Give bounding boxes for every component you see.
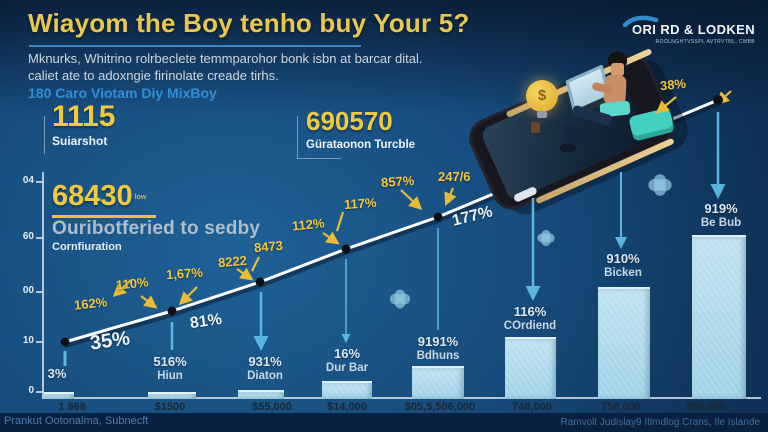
x-axis-label: 748,000	[512, 401, 552, 413]
coffee-cup-icon	[531, 122, 540, 133]
chart-annotation: 110%	[115, 274, 150, 293]
chart-annotation: 857%	[380, 172, 415, 191]
cushion-icon	[628, 107, 674, 137]
chart-annotation: 8222	[217, 252, 248, 271]
phone-illustration: $	[462, 48, 685, 216]
marker-value: 919%	[704, 201, 738, 216]
stat-bracket	[44, 116, 45, 154]
logo-tagline: ROOLNGHTVSSPL AVTRVTNL, CMBB	[655, 39, 755, 45]
marker-name: Diaton	[247, 370, 283, 382]
highlight-link-text: 180 Caro Viotam Diy MixBoy	[28, 85, 217, 101]
footer-source-left: Prankut Ootonalma, Subnecft	[4, 415, 149, 427]
person-shoe	[560, 144, 576, 152]
chart-annotation: 8473	[253, 237, 284, 256]
y-axis-tick-label: 00	[22, 285, 34, 296]
dollar-bulb-icon: $	[526, 80, 558, 112]
stat-label: Suiarshot	[52, 134, 108, 148]
chart-annotation: 162%	[73, 294, 108, 313]
logo-swoosh-icon	[623, 15, 659, 27]
footer-source-right: Ramvolt Judislay9 Itimdlog Crans, Ile Is…	[560, 417, 760, 428]
marker-label: 9191% Bdhuns	[417, 334, 460, 362]
marker-label: 116% COrdiend	[504, 304, 556, 332]
bar	[148, 392, 196, 399]
marker-name: COrdiend	[503, 320, 557, 332]
y-axis-tick-label: 04	[22, 175, 34, 186]
chart-annotation: 177%	[450, 203, 495, 230]
marker-value: 9191%	[417, 334, 459, 349]
x-axis-label: $1500	[154, 401, 186, 413]
y-axis-tick-mark	[36, 237, 43, 239]
stat-bracket	[297, 158, 341, 159]
chart-annotation: 117%	[343, 194, 378, 213]
stat-label-secondary: Cornfiuration	[52, 241, 122, 253]
y-axis-tick-label: 60	[22, 231, 34, 242]
marker-label: 516% Hiun	[153, 354, 186, 382]
stat-suiarshot: 1115 Suiarshot	[52, 100, 115, 148]
chart-annotation: 247/6	[438, 169, 471, 184]
chart-annotation: 81%	[188, 310, 223, 333]
x-axis-label: 1 868	[58, 401, 86, 413]
subtitle-line-1: Mknurks, Whitrino rolrbeclete temmparoho…	[28, 51, 423, 66]
x-axis-label: $55,000	[252, 401, 292, 413]
marker-value: 116%	[513, 304, 547, 319]
marker-label: 910% Bicken	[604, 251, 642, 279]
subtitle-line-2: caliet ate to adoxngie firinolate creade…	[28, 67, 279, 83]
marker-name: Bicken	[604, 267, 642, 279]
x-axis-label: $14,000	[327, 401, 367, 413]
marker-name: Bdhuns	[416, 350, 460, 362]
marker-value: 931%	[248, 354, 282, 369]
bulb-base	[537, 111, 547, 118]
marker-name: Be Bub	[700, 217, 742, 229]
title-underline	[29, 45, 361, 47]
marker-label: 3%	[48, 366, 67, 382]
page-title: Wiayom the Boy tenho buy Your 5?	[28, 8, 470, 38]
marker-value: 16%	[333, 346, 361, 361]
stat-label-primary: Ouribotferied to sedby	[52, 218, 261, 239]
bar	[44, 392, 74, 399]
stat-gurataonon: 690570 Gürataonon Turcble	[306, 106, 415, 151]
chart-annotation: 112%	[291, 215, 326, 234]
bar	[412, 366, 464, 399]
marker-name: Dur Bar	[325, 362, 369, 374]
y-axis-tick-mark	[36, 341, 43, 343]
chart-annotation: 38%	[659, 75, 687, 94]
marker-value: 3%	[47, 366, 67, 381]
bar	[505, 337, 556, 399]
y-axis-line	[42, 172, 44, 398]
bar	[692, 235, 746, 399]
y-axis-tick-label: 10	[22, 335, 34, 346]
y-axis-tick-mark	[36, 391, 43, 393]
stat-cornfiuration: 68430 low Ouribotferied to sedby Cornfiur…	[52, 180, 260, 253]
stat-value: 68430	[52, 180, 133, 212]
lightbulb-illustration: $	[526, 80, 562, 136]
x-axis-label: 556,000	[686, 401, 726, 413]
chart-annotation: 35%	[88, 327, 132, 355]
marker-name: Hiun	[157, 370, 183, 382]
marker-label: 919% Be Bub	[701, 201, 741, 229]
stat-bracket	[297, 116, 298, 159]
marker-value: 910%	[606, 251, 640, 266]
person-with-laptop-illustration	[560, 52, 676, 177]
y-axis-tick-mark	[36, 181, 43, 183]
chart-annotation: 1,67%	[165, 264, 204, 283]
stat-value: 1115	[52, 100, 116, 133]
x-axis-label: 758,000	[601, 401, 641, 413]
stat-label: Gürataonon Turcble	[306, 139, 416, 151]
stat-value: 690570	[306, 106, 393, 136]
marker-label: 931% Diaton	[247, 354, 283, 382]
bar	[598, 287, 650, 399]
marker-value: 516%	[153, 354, 187, 369]
y-axis-tick-label: 0	[28, 385, 34, 396]
subtitle: Mknurks, Whitrino rolrbeclete temmparoho…	[28, 51, 423, 84]
y-axis-tick-mark	[36, 291, 43, 293]
x-axis-label: $05,5,506,000	[404, 401, 476, 413]
marker-label: 16% Dur Bar	[326, 346, 368, 374]
stat-superscript: low	[134, 193, 147, 201]
brand-logo: ORI RD & LODKEN ROOLNGHTVSSPL AVTRVTNL, …	[623, 15, 755, 45]
bar	[322, 381, 372, 399]
bar	[238, 390, 284, 399]
